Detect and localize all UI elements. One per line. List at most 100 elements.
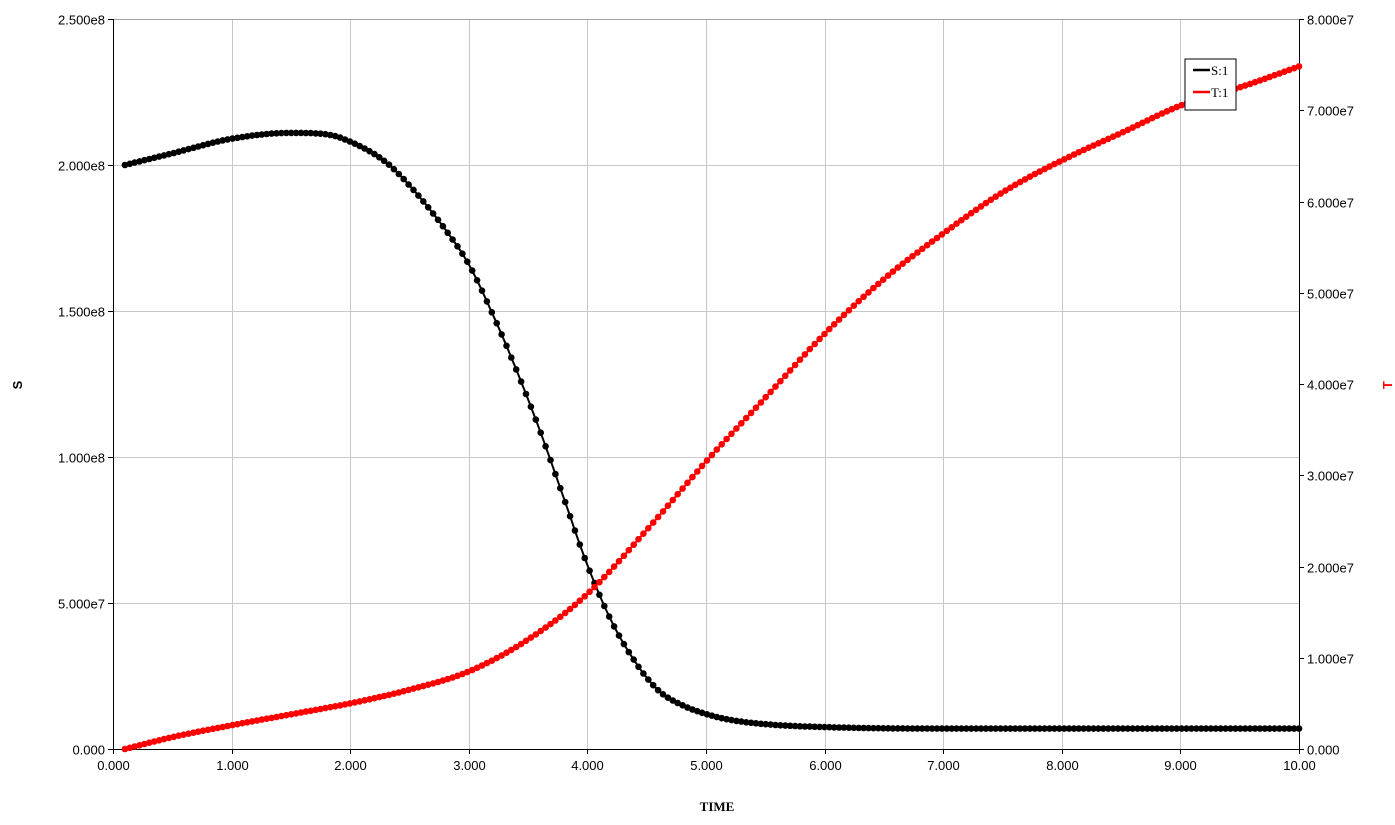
- series-point: [410, 186, 417, 194]
- series-point: [679, 485, 686, 492]
- series-point: [307, 707, 315, 715]
- series-point: [224, 722, 231, 730]
- series-point: [796, 356, 804, 364]
- series-point: [972, 725, 980, 732]
- series-point: [601, 573, 608, 581]
- series-point: [1197, 725, 1205, 732]
- x-tick-label: 7.000: [927, 758, 960, 773]
- series-point: [997, 725, 1004, 732]
- series-point: [811, 340, 818, 348]
- series-point: [1241, 725, 1249, 732]
- series-point: [718, 441, 725, 448]
- series-point: [610, 563, 618, 570]
- series-point: [532, 631, 540, 638]
- series-point: [782, 372, 789, 380]
- series-point: [1295, 63, 1303, 70]
- series-point: [933, 725, 941, 732]
- series-point: [889, 268, 897, 275]
- series-point: [659, 691, 667, 698]
- series-point: [1100, 725, 1107, 732]
- series-point: [953, 725, 960, 732]
- series-point: [777, 722, 784, 729]
- series-point: [884, 725, 892, 732]
- series-point: [532, 416, 540, 423]
- series-point: [1119, 128, 1127, 136]
- series-point: [811, 723, 818, 731]
- series-point: [449, 236, 456, 243]
- series-point: [209, 725, 217, 733]
- series-point: [1266, 725, 1273, 732]
- series-point: [982, 725, 990, 732]
- series-point: [346, 700, 354, 707]
- series-point: [742, 414, 750, 422]
- series-point: [1202, 725, 1210, 732]
- series-point: [1295, 725, 1303, 732]
- y-right-tick-label: 2.000e7: [1307, 561, 1354, 576]
- series-point: [566, 512, 574, 520]
- series-point: [356, 142, 364, 150]
- series-point: [591, 583, 598, 591]
- series-point: [684, 479, 691, 487]
- series-point: [512, 366, 520, 373]
- series-point: [302, 129, 310, 137]
- series-point: [351, 699, 359, 706]
- series-point: [1153, 112, 1161, 120]
- series-point: [923, 241, 931, 249]
- series-point: [914, 249, 921, 256]
- series-point: [938, 725, 946, 732]
- series-point: [899, 260, 906, 268]
- x-tick-label: 8.000: [1046, 758, 1079, 773]
- series-point: [292, 710, 300, 717]
- series-point: [214, 724, 222, 732]
- series-point: [845, 307, 853, 314]
- series-point: [1124, 725, 1132, 732]
- y-axis-title-right: T: [1380, 381, 1395, 389]
- series-point: [508, 354, 515, 361]
- series-point: [801, 723, 809, 730]
- series-point: [581, 593, 588, 600]
- series-point: [454, 243, 461, 250]
- series-point: [194, 728, 202, 735]
- series-point: [361, 697, 368, 704]
- series-point: [669, 496, 677, 504]
- series-point: [850, 724, 858, 732]
- x-tick-label: 4.000: [571, 758, 604, 773]
- series-point: [860, 293, 867, 301]
- series-point: [772, 383, 779, 390]
- series-point: [762, 393, 769, 401]
- series-point: [478, 662, 486, 669]
- series-point: [738, 420, 745, 427]
- series-point: [870, 284, 877, 292]
- series-point: [464, 258, 471, 266]
- series-point: [278, 129, 285, 137]
- series-point: [919, 725, 926, 732]
- series-point: [258, 716, 266, 723]
- y-right-tick-label: 7.000e7: [1307, 104, 1354, 119]
- series-point: [987, 725, 995, 732]
- legend: S:1 T:1: [1184, 58, 1237, 111]
- series-point: [1261, 725, 1269, 732]
- y-left-tick-label: 5.000e7: [58, 597, 105, 612]
- series-point: [997, 190, 1004, 197]
- series-point: [1011, 181, 1019, 189]
- series-point: [664, 502, 672, 510]
- series-point: [826, 723, 833, 731]
- series-point: [1256, 725, 1264, 732]
- series-point: [596, 578, 603, 586]
- series-point: [566, 605, 574, 613]
- series-point: [933, 234, 941, 242]
- y-right-tick-label: 5.000e7: [1307, 287, 1354, 302]
- series-point: [302, 708, 310, 715]
- series-point: [1046, 163, 1053, 170]
- series-point: [1114, 725, 1122, 732]
- series-point: [1056, 158, 1063, 165]
- series-point: [522, 390, 530, 398]
- x-tick-label: 9.000: [1164, 758, 1197, 773]
- series-point: [1051, 725, 1058, 732]
- series-point: [615, 632, 623, 639]
- series-point: [273, 713, 280, 721]
- series-point: [889, 725, 897, 732]
- series-point: [625, 546, 633, 554]
- series-point: [239, 133, 246, 141]
- series-point: [1139, 119, 1146, 127]
